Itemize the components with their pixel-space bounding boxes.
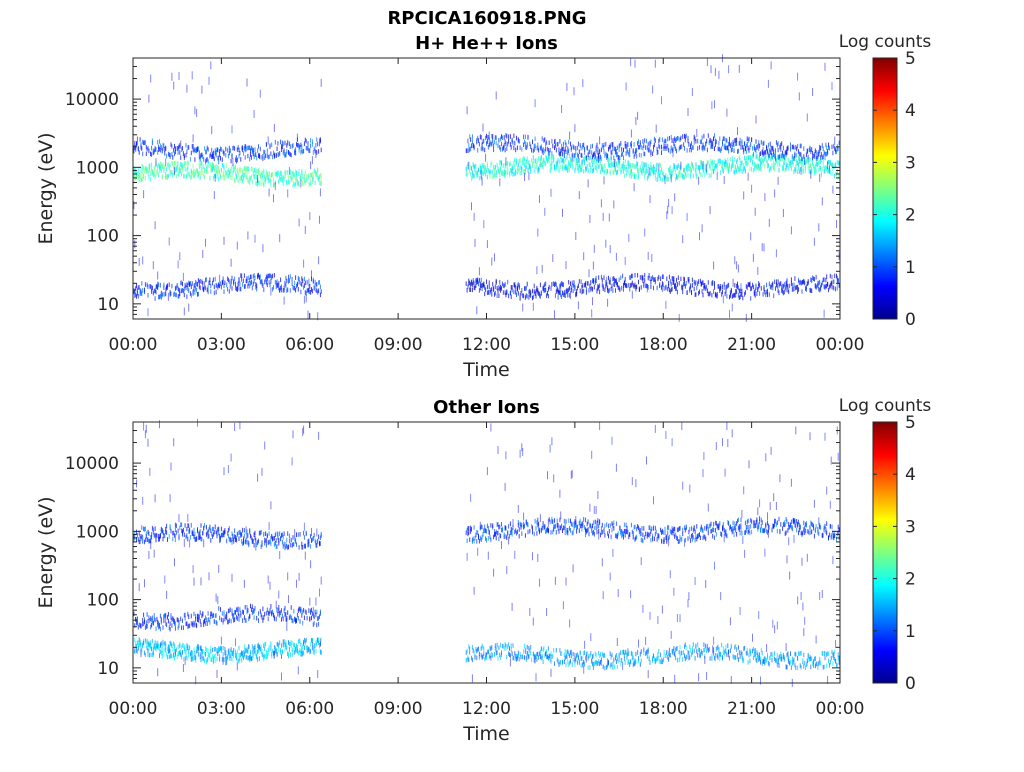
chart0-colorbar-tick-label: 1	[905, 258, 916, 278]
chart0-title: H+ He++ Ions	[415, 33, 558, 54]
chart0-xtick-label: 15:00	[550, 335, 599, 355]
figure-title: RPCICA160918.PNG	[387, 8, 586, 29]
chart0-colorbar-label: Log counts	[839, 32, 932, 52]
chart0-xtick-label: 09:00	[374, 335, 423, 355]
chart0-xtick-label: 00:00	[109, 335, 158, 355]
chart0-xtick-label: 00:00	[816, 335, 865, 355]
chart0-xlabel: Time	[462, 359, 510, 381]
chart1-plot-area	[133, 422, 840, 683]
chart0-ytick-label: 10	[97, 295, 119, 315]
chart0-ylabel: Energy (eV)	[35, 132, 57, 244]
panel-h-he-ions: H+ He++ Ions 00:00 03:00 06:00 09:00 12:00 15:…	[35, 32, 931, 381]
chart0-ytick-label: 10000	[65, 90, 119, 110]
chart0-xtick-label: 06:00	[285, 335, 334, 355]
chart0-ytick-label: 100	[87, 227, 119, 247]
chart0-xtick-label: 03:00	[197, 335, 246, 355]
chart0-colorbar-tick-label: 4	[905, 101, 916, 121]
chart0-ytick-label: 1000	[76, 158, 119, 178]
chart0-colorbar-tick-label: 2	[905, 206, 916, 226]
chart0-xtick-label: 12:00	[462, 335, 511, 355]
chart0-xtick-label: 18:00	[639, 335, 688, 355]
chart0-colorbar-tick-label: 0	[905, 310, 916, 330]
chart0-xtick-label: 21:00	[727, 335, 776, 355]
chart1-title: Other Ions	[433, 397, 540, 418]
chart0-colorbar	[873, 58, 897, 319]
chart0-colorbar-tick-label: 5	[905, 49, 916, 69]
chart0-colorbar-tick-label: 3	[905, 153, 916, 173]
